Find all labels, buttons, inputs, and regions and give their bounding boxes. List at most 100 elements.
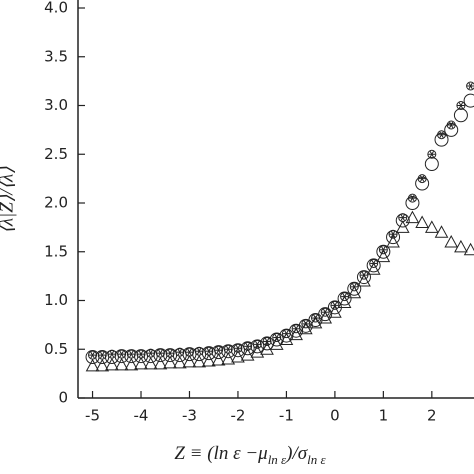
marker-shape: [163, 355, 177, 369]
marker-shape: [192, 354, 207, 368]
marker-shape: [308, 315, 323, 329]
marker-triangle: [240, 348, 255, 361]
marker-triangle: [269, 337, 284, 350]
marker-triangle: [279, 332, 294, 345]
marker-triangle: [337, 295, 352, 308]
marker-circle: [453, 108, 468, 123]
marker-shape: [424, 157, 439, 171]
marker-triangle: [182, 354, 197, 368]
marker-star: [243, 341, 253, 351]
marker-star: [117, 349, 127, 359]
marker-shape: [347, 285, 362, 299]
marker-star: [194, 346, 204, 356]
marker-shape: [260, 342, 274, 355]
y-axis-label: ⟨λ|Z⟩/⟨λ⟩: [0, 166, 17, 234]
marker-shape: [337, 295, 352, 308]
marker-shape: [279, 332, 294, 345]
marker-shape: [105, 357, 119, 371]
y-tick-label: 3.5: [44, 47, 68, 65]
marker-shape: [119, 350, 124, 358]
marker-shape: [221, 351, 236, 365]
marker-shape: [369, 258, 379, 268]
marker-triangle: [124, 357, 139, 371]
marker-triangle: [308, 315, 323, 329]
marker-shape: [90, 351, 95, 359]
marker-shape: [311, 313, 321, 323]
marker-shape: [424, 220, 439, 233]
marker-circle: [463, 93, 474, 108]
y-tick-label: 1.0: [44, 291, 68, 309]
marker-shape: [187, 348, 192, 356]
marker-triangle: [434, 225, 449, 238]
marker-star: [88, 350, 98, 360]
marker-shape: [196, 347, 202, 355]
marker-shape: [320, 307, 330, 317]
marker-shape: [468, 82, 473, 90]
marker-triangle: [328, 305, 342, 318]
marker-circle: [424, 157, 439, 171]
marker-star: [233, 343, 243, 353]
marker-shape: [337, 291, 352, 306]
x-tick-label: 2: [427, 407, 437, 425]
y-tick-label: 4.0: [44, 0, 68, 17]
marker-shape: [456, 101, 466, 110]
marker-shape: [233, 343, 243, 353]
marker-shape: [281, 329, 291, 339]
marker-shape: [291, 324, 301, 334]
marker-star: [175, 347, 185, 357]
marker-shape: [167, 349, 173, 357]
marker-circle: [415, 176, 430, 191]
marker-shape: [405, 196, 420, 210]
marker-shape: [255, 341, 260, 348]
marker-circle: [347, 281, 362, 296]
marker-star: [466, 81, 474, 91]
marker-shape: [289, 323, 304, 338]
marker-shape: [226, 345, 231, 353]
marker-shape: [444, 234, 459, 248]
marker-star: [97, 350, 107, 360]
marker-shape: [269, 337, 284, 350]
x-label-part: )/σ: [285, 443, 308, 464]
marker-star: [398, 213, 408, 223]
marker-shape: [172, 355, 187, 369]
y-tick-label: 1.5: [44, 242, 68, 260]
x-tick-label: -1: [279, 407, 294, 425]
marker-star: [301, 319, 311, 329]
marker-shape: [405, 210, 420, 224]
x-tick-label: -3: [182, 407, 197, 425]
marker-star: [446, 120, 456, 130]
marker-triangle: [444, 234, 459, 248]
marker-star: [223, 344, 233, 354]
marker-shape: [109, 350, 115, 358]
marker-star: [214, 345, 224, 355]
marker-triangle: [405, 210, 420, 224]
x-tick-label: -5: [85, 407, 100, 425]
marker-shape: [318, 307, 333, 322]
marker-shape: [330, 300, 340, 310]
marker-star: [155, 348, 165, 358]
marker-shape: [216, 346, 221, 354]
marker-shape: [114, 357, 129, 371]
marker-shape: [85, 358, 100, 372]
marker-shape: [158, 349, 163, 357]
marker-triangle: [134, 356, 148, 370]
marker-triangle: [95, 358, 110, 372]
marker-circle: [366, 258, 381, 273]
marker-shape: [349, 282, 359, 292]
marker-shape: [390, 230, 396, 238]
marker-shape: [434, 132, 449, 147]
marker-star: [107, 349, 117, 359]
marker-shape: [410, 194, 415, 202]
marker-circle: [405, 196, 420, 210]
marker-shape: [177, 348, 182, 356]
marker-circle: [318, 307, 333, 322]
marker-shape: [466, 81, 474, 91]
marker-shape: [301, 319, 311, 329]
marker-shape: [366, 262, 381, 275]
marker-shape: [415, 176, 430, 191]
marker-shape: [235, 344, 241, 352]
marker-shape: [231, 350, 245, 363]
x-tick-label: 1: [379, 407, 389, 425]
marker-shape: [264, 338, 270, 345]
marker-triangle: [386, 234, 400, 248]
